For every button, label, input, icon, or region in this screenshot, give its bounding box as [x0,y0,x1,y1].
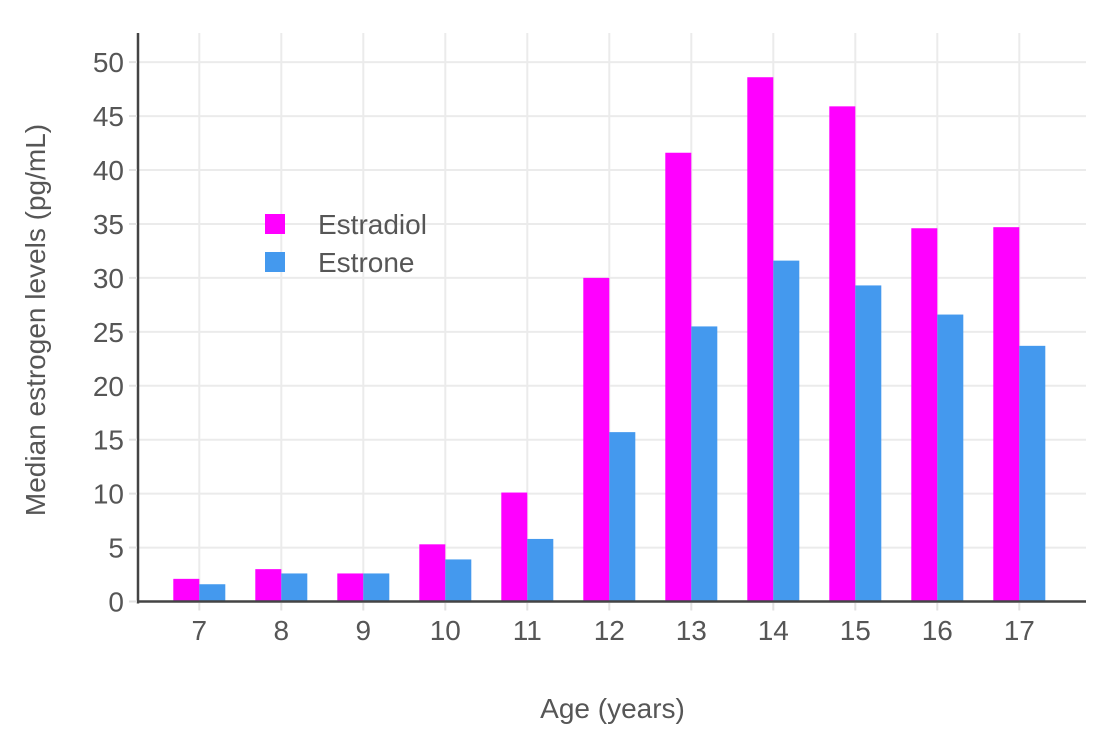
bar-estradiol-16 [911,228,938,602]
y-tick-label-35: 35 [93,209,124,240]
y-tick-label-20: 20 [93,371,124,402]
bar-estradiol-14 [747,77,774,602]
series-estrone [199,260,1046,602]
y-tick-label-10: 10 [93,479,124,510]
x-tick-label-8: 8 [274,615,290,646]
bar-estrone-17 [1019,345,1046,602]
bar-estrone-10 [445,559,472,602]
bar-estradiol-9 [337,573,364,602]
bar-estrone-11 [527,538,554,602]
y-tick-label-50: 50 [93,47,124,78]
legend-swatch-estrone[interactable] [265,252,285,272]
y-tick-label-30: 30 [93,263,124,294]
y-tick-label-0: 0 [108,587,124,618]
bar-estradiol-12 [583,277,610,602]
bar-estradiol-7 [173,578,200,602]
bar-estrone-16 [937,314,964,602]
x-tick-label-9: 9 [356,615,372,646]
legend-item-estradiol[interactable]: Estradiol [265,209,427,240]
legend: Estradiol Estrone [265,209,427,278]
bar-estradiol-15 [829,106,856,602]
y-tick-label-5: 5 [108,533,124,564]
bar-estrone-8 [281,573,308,602]
y-tick-label-45: 45 [93,101,124,132]
bar-estradiol-10 [419,544,446,602]
x-tick-label-7: 7 [192,615,208,646]
bar-estrone-13 [691,326,718,602]
series-estradiol [173,77,1020,602]
bar-estradiol-13 [665,152,692,602]
x-tick-label-15: 15 [840,615,871,646]
x-tick-label-16: 16 [922,615,953,646]
legend-item-estrone[interactable]: Estrone [265,247,415,278]
x-tick-label-13: 13 [676,615,707,646]
x-tick-label-11: 11 [513,615,542,646]
bar-estradiol-8 [255,569,282,602]
x-tick-label-12: 12 [594,615,625,646]
bar-estradiol-11 [501,492,528,602]
bar-estradiol-17 [993,227,1020,602]
bar-estrone-7 [199,584,226,602]
x-axis-title: Age (years) [540,693,685,724]
y-axis-title: Median estrogen levels (pg/mL) [20,123,51,517]
bar-estrone-15 [855,285,882,602]
bar-estrone-14 [773,260,800,602]
x-tick-label-17: 17 [1004,615,1035,646]
legend-swatch-estradiol[interactable] [265,214,285,234]
bar-estrone-9 [363,573,390,602]
x-tick-label-14: 14 [758,615,789,646]
y-tick-label-25: 25 [93,317,124,348]
legend-label-estrone[interactable]: Estrone [318,247,415,278]
legend-label-estradiol[interactable]: Estradiol [318,209,427,240]
y-tick-label-40: 40 [93,155,124,186]
bar-estrone-12 [609,432,636,602]
y-tick-label-15: 15 [93,425,124,456]
x-tick-label-10: 10 [430,615,461,646]
